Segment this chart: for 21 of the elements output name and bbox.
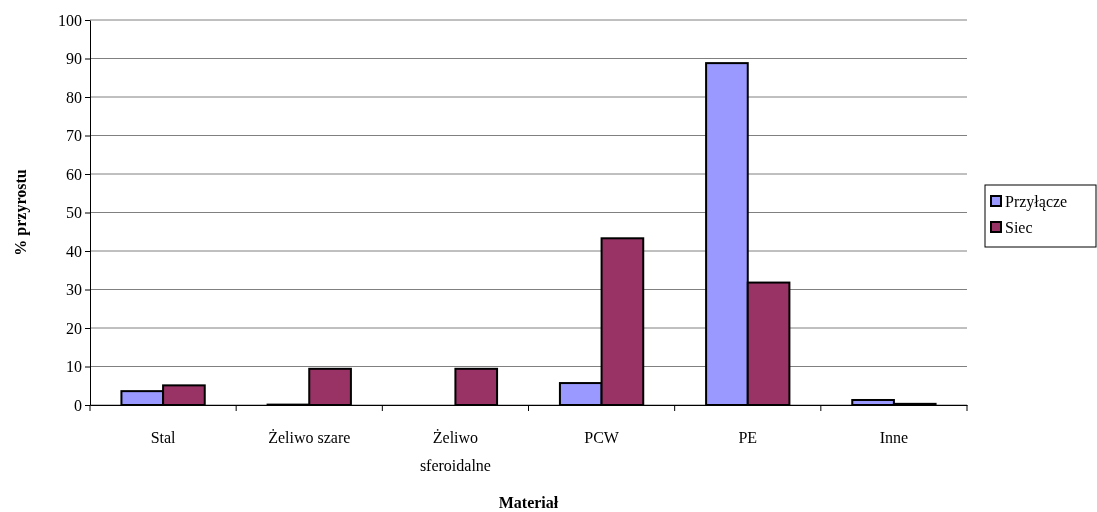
- legend-label: Przyłącze: [1005, 193, 1068, 211]
- x-tick-label: PE: [738, 429, 758, 446]
- y-tick-label: 50: [66, 204, 82, 222]
- y-tick-label: 90: [66, 50, 82, 68]
- legend-label: Siec: [1005, 219, 1033, 236]
- y-tick-label: 0: [74, 396, 82, 414]
- x-tick-label: Stal: [150, 429, 177, 446]
- x-tick-label: Inne: [879, 429, 909, 446]
- x-tick-label: Żeliwo sferoidalne: [419, 429, 491, 474]
- y-tick-label: 70: [66, 127, 82, 145]
- y-tick-label: 100: [58, 11, 82, 29]
- x-tick-label: Żeliwo szare: [268, 429, 351, 446]
- y-tick-label: 80: [66, 88, 82, 106]
- y-tick-label: 30: [66, 281, 82, 299]
- x-tick-label: PCW: [584, 429, 620, 446]
- y-tick-label: 40: [66, 242, 82, 260]
- y-tick-label: 10: [66, 358, 82, 376]
- y-tick-label: 60: [66, 165, 82, 183]
- y-axis-title: % przyrostu: [12, 169, 30, 256]
- x-axis-title: Materiał: [498, 494, 559, 511]
- y-tick-label: 20: [66, 319, 82, 337]
